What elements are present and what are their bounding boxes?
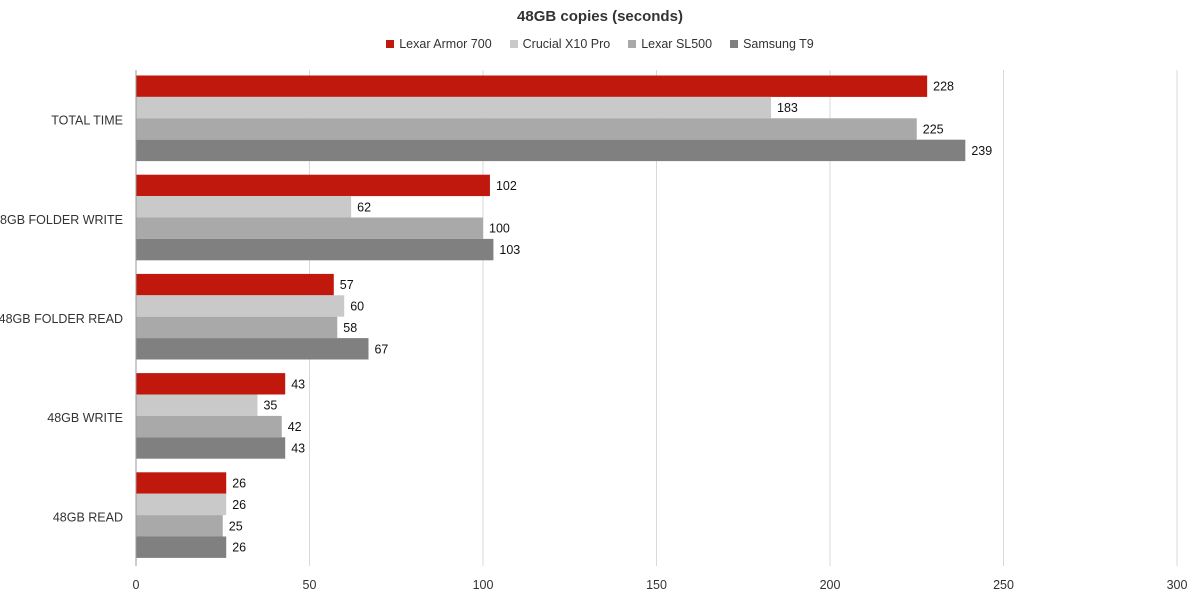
x-tick-label: 250 [993, 578, 1014, 592]
bar-value-label: 26 [232, 541, 246, 555]
bar-value-label: 225 [923, 123, 944, 137]
bar-value-label: 43 [291, 442, 305, 456]
category-label: 48GB FOLDER WRITE [0, 213, 123, 227]
bar [136, 174, 490, 197]
bar-value-label: 102 [496, 179, 517, 193]
category-label: 48GB READ [53, 510, 123, 524]
category-label: 48GB WRITE [47, 411, 123, 425]
category-label: TOTAL TIME [51, 114, 123, 128]
bar-value-label: 103 [499, 243, 520, 257]
bar-value-label: 183 [777, 101, 798, 115]
chart-title: 48GB copies (seconds) [517, 8, 683, 25]
legend-label: Lexar Armor 700 [399, 37, 492, 51]
legend-swatch [628, 40, 637, 48]
legend-swatch [730, 40, 739, 48]
bar-value-label: 60 [350, 300, 364, 314]
bar-value-label: 42 [288, 420, 302, 434]
bar-value-label: 35 [263, 399, 277, 413]
bar-value-label: 57 [340, 278, 354, 292]
legend-label: Samsung T9 [743, 37, 814, 51]
legend-swatch [386, 40, 395, 48]
bar [136, 217, 483, 239]
bar-value-label: 43 [291, 377, 305, 391]
bar [136, 536, 227, 558]
bar-value-label: 62 [357, 200, 371, 214]
bar [136, 373, 286, 395]
x-tick-label: 200 [820, 578, 841, 592]
bar-value-label: 100 [489, 222, 510, 236]
legend-item: Lexar Armor 700 [386, 37, 492, 51]
legend-label: Crucial X10 Pro [522, 37, 611, 51]
bar-value-label: 67 [374, 342, 388, 356]
legend-swatch [509, 40, 518, 48]
bar [136, 515, 223, 537]
x-tick-label: 150 [646, 578, 667, 592]
bar [136, 338, 369, 360]
bar [136, 96, 772, 119]
bar [136, 316, 338, 339]
category-label: 48GB FOLDER READ [0, 312, 123, 326]
bar [136, 493, 227, 516]
bar [136, 415, 282, 438]
bar [136, 472, 227, 494]
bar [136, 238, 494, 261]
bar-value-label: 26 [232, 498, 246, 512]
bar-value-label: 25 [229, 519, 243, 533]
legend-item: Lexar SL500 [628, 37, 712, 51]
bar-value-label: 228 [933, 80, 954, 94]
bar-value-label: 239 [971, 144, 992, 158]
legend-item: Samsung T9 [730, 37, 814, 51]
bar [136, 196, 352, 218]
bar [136, 394, 258, 416]
bar [136, 118, 917, 140]
x-tick-label: 100 [473, 578, 494, 592]
bar [136, 139, 966, 162]
legend-item: Crucial X10 Pro [509, 37, 611, 51]
bar [136, 273, 334, 296]
legend-label: Lexar SL500 [641, 37, 713, 51]
bar [136, 295, 345, 317]
x-tick-label: 50 [303, 578, 317, 592]
bar [136, 75, 928, 97]
bar [136, 437, 286, 459]
x-tick-label: 300 [1167, 578, 1188, 592]
bar-value-label: 26 [232, 477, 246, 491]
bar-value-label: 58 [343, 321, 357, 335]
legend: Lexar Armor 700 Crucial X10 Pro Lexar SL… [0, 37, 1200, 51]
x-tick-label: 0 [133, 578, 140, 592]
